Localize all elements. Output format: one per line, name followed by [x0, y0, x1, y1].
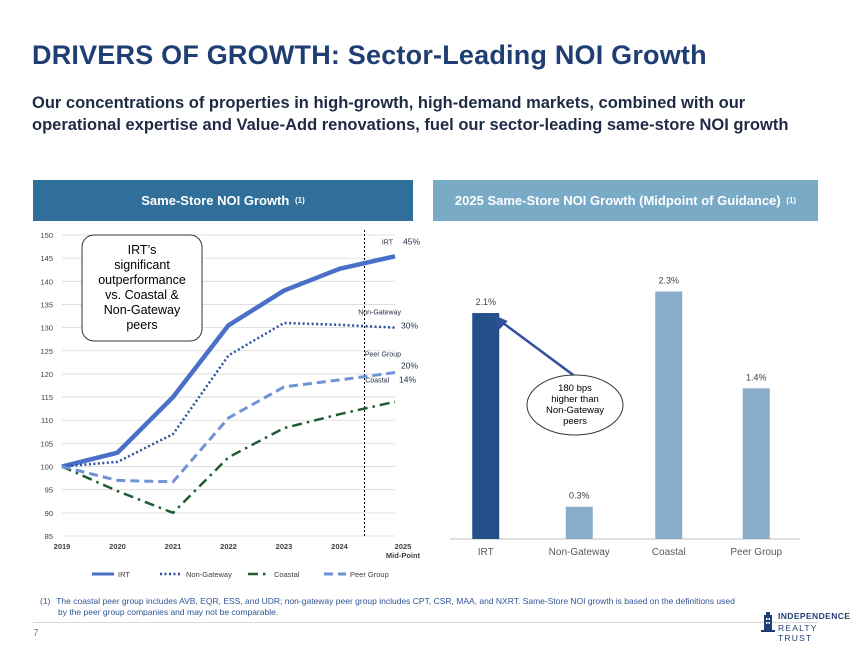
outperformance-callout-text-line: vs. Coastal & — [105, 288, 179, 302]
bar-value-label: 2.3% — [658, 276, 679, 286]
legend-label: Peer Group — [350, 570, 389, 579]
series-end-name: Coastal — [365, 378, 389, 385]
legend-label: IRT — [118, 570, 130, 579]
guidance-bar-chart: 2.1% IRT 0.3% Non-Gateway 2.3% Coastal 1.4% Pee… — [450, 276, 800, 558]
left-chart-header-note: (1) — [294, 196, 305, 205]
series-end-name: Peer Group — [365, 352, 401, 359]
legend-label: Non-Gateway — [186, 570, 232, 579]
outperformance-callout-text-line: peers — [126, 318, 157, 332]
right-chart-header-note: (1) — [786, 196, 797, 205]
left-chart-header-text: Same-Store NOI Growth — [141, 193, 290, 208]
page-title: DRIVERS OF GROWTH: Sector-Leading NOI Gr… — [32, 40, 707, 70]
company-logo: INDEPENDENCE REALTY TRUST — [760, 608, 850, 643]
bar-irt — [472, 313, 500, 539]
y-tick-label: 100 — [40, 463, 53, 472]
outperformance-callout-box — [81, 234, 203, 342]
series-line-coastal — [61, 400, 396, 515]
footnote-line-2: by the peer group companies and may not … — [58, 607, 279, 617]
footnote-line-1: The coastal peer group includes AVB, EQR… — [56, 596, 735, 606]
bar-category-label: Non-Gateway — [549, 547, 610, 558]
y-tick-label: 125 — [40, 347, 53, 356]
y-tick-label: 145 — [40, 254, 53, 263]
legend-label: Coastal — [274, 570, 300, 579]
bar-value-label: 1.4% — [746, 372, 767, 382]
bar-non-gateway — [565, 506, 593, 539]
bps-callout-text-line: Non-Gateway — [546, 405, 604, 416]
bar-category-label: Peer Group — [730, 547, 782, 558]
outperformance-callout-text-line: significant — [114, 258, 170, 272]
series-end-name: IRT — [382, 239, 394, 246]
bps-callout-text-line: 180 bps — [558, 383, 592, 394]
y-tick-label: 90 — [45, 509, 53, 518]
y-tick-label: 105 — [40, 439, 53, 448]
right-chart-header: 2025 Same-Store NOI Growth (Midpoint of … — [433, 180, 818, 221]
series-end-value: 14% — [399, 375, 416, 385]
x-tick-label: 2025 Mid-Point — [386, 542, 421, 560]
y-tick-label: 150 — [40, 231, 53, 240]
building-icon — [761, 612, 775, 632]
same-store-noi-line-chart: 85 90 95 100 105 110 115 120 125 130 135 140 145 150 2… — [40, 230, 421, 579]
logo-line-2: REALTY TRUST — [778, 623, 818, 643]
y-tick-label: 135 — [40, 300, 53, 309]
y-tick-label: 110 — [41, 416, 53, 425]
footnote: (1) The coastal peer group includes AVB,… — [40, 596, 780, 618]
y-tick-label: 140 — [40, 277, 53, 286]
left-chart-header: Same-Store NOI Growth (1) — [33, 180, 413, 221]
series-end-value: 20% — [401, 361, 418, 371]
bar-coastal — [655, 291, 683, 539]
series-end-value: 30% — [401, 321, 418, 331]
x-tick-label: 2019 — [54, 542, 71, 551]
right-chart-header-text: 2025 Same-Store NOI Growth (Midpoint of … — [454, 193, 781, 208]
bar-value-label: 0.3% — [569, 491, 590, 501]
bps-callout-ellipse — [526, 374, 624, 436]
x-tick-label: 2023 — [276, 542, 293, 551]
series-line-irt — [61, 254, 396, 469]
y-tick-label: 115 — [41, 393, 53, 402]
page-number: 7 — [33, 628, 39, 639]
outperformance-callout-text-line: outperformance — [98, 273, 186, 287]
series-end-value: 45% — [403, 236, 420, 246]
bar-category-label: IRT — [478, 547, 494, 558]
x-tick-label: 2021 — [165, 542, 182, 551]
callout-arrow-head — [493, 315, 508, 331]
footer-divider — [33, 622, 818, 623]
bps-callout-text-line: peers — [563, 416, 587, 427]
y-tick-label: 95 — [45, 486, 53, 495]
series-line-peer-group — [61, 371, 396, 484]
bps-callout-text-line: higher than — [551, 394, 599, 405]
outperformance-callout-text-line: Non-Gateway — [104, 303, 181, 317]
y-tick-label: 130 — [40, 324, 53, 333]
logo-line-1: INDEPENDENCE — [778, 611, 850, 621]
page-subtitle: Our concentrations of properties in high… — [32, 94, 789, 134]
bar-peer-group — [742, 388, 770, 539]
y-tick-label: 85 — [45, 532, 53, 541]
x-tick-label: 2022 — [220, 542, 237, 551]
x-tick-label-part: Mid-Point — [386, 551, 421, 560]
y-tick-label: 120 — [40, 370, 53, 379]
series-line-non-gateway — [61, 321, 396, 468]
x-tick-label: 2020 — [109, 542, 126, 551]
footnote-marker: (1) — [40, 596, 51, 606]
callout-arrow — [497, 318, 581, 382]
outperformance-callout-text-line: IRT’s — [128, 243, 157, 257]
bar-category-label: Coastal — [652, 547, 686, 558]
series-end-name: Non-Gateway — [358, 310, 401, 317]
x-tick-label-part: 2025 — [395, 542, 412, 551]
x-tick-label: 2024 — [331, 542, 349, 551]
bar-value-label: 2.1% — [475, 297, 496, 307]
